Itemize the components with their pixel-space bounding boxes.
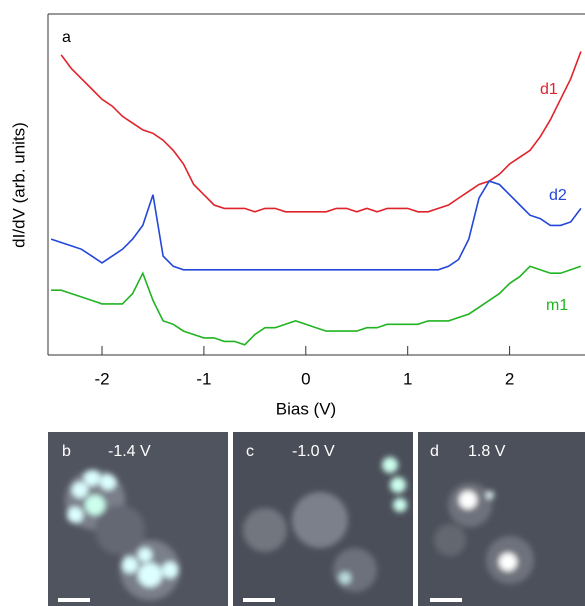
spectra-plot: a Bias (V) dI/dV (arb. units) -2 -1 0 1 2 d1 d… bbox=[9, 14, 585, 418]
stm-panel: b -1.4 V bbox=[48, 432, 228, 606]
x-tick-label: -2 bbox=[94, 369, 109, 388]
series-label: d1 bbox=[540, 81, 558, 98]
series-line bbox=[51, 266, 581, 345]
panel-label: b bbox=[62, 443, 71, 460]
bias-label: 1.8 V bbox=[468, 443, 506, 460]
stm-panel: c -1.0 V bbox=[233, 432, 413, 606]
scale-bar bbox=[58, 598, 90, 602]
x-tick-label: 1 bbox=[403, 369, 412, 388]
panel-label: d bbox=[430, 443, 439, 460]
x-axis-label: Bias (V) bbox=[276, 399, 336, 418]
x-tick-label: 0 bbox=[301, 369, 310, 388]
figure: a Bias (V) dI/dV (arb. units) -2 -1 0 1 2 d1 d… bbox=[0, 0, 585, 606]
series-line bbox=[51, 181, 581, 270]
scale-bar bbox=[430, 598, 462, 602]
x-tick-label: 2 bbox=[505, 369, 514, 388]
bias-label: -1.0 V bbox=[292, 443, 335, 460]
bias-label: -1.4 V bbox=[108, 443, 151, 460]
x-tick-label: -1 bbox=[196, 369, 211, 388]
panel-label: c bbox=[246, 443, 254, 460]
panel-label: a bbox=[62, 29, 71, 46]
y-axis-label: dI/dV (arb. units) bbox=[9, 122, 28, 248]
series-label: d2 bbox=[549, 187, 567, 204]
series-label: m1 bbox=[546, 297, 568, 314]
stm-panel: d 1.8 V bbox=[418, 432, 585, 606]
scale-bar bbox=[243, 598, 275, 602]
